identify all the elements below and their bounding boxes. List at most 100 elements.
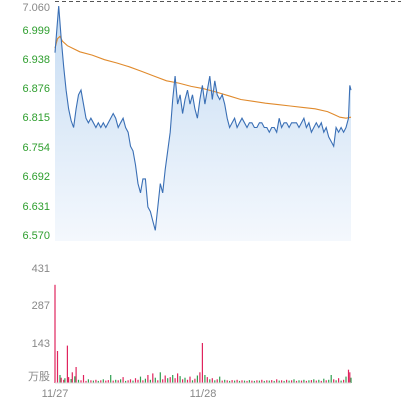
- volume-bar: [201, 343, 203, 383]
- volume-bar: [310, 380, 312, 383]
- volume-bar: [90, 380, 92, 383]
- volume-bar: [266, 380, 268, 383]
- volume-bar: [300, 380, 303, 383]
- volume-bar: [122, 377, 124, 383]
- price-tick-0: 7.060: [22, 2, 50, 14]
- volume-bar: [100, 380, 102, 383]
- volume-bar: [216, 379, 218, 383]
- volume-bar: [82, 375, 85, 383]
- volume-bar: [139, 376, 142, 383]
- volume-bar: [349, 372, 351, 383]
- volume-bar: [80, 380, 82, 383]
- volume-bar: [184, 377, 186, 383]
- volume-bar: [246, 380, 248, 383]
- volume-bar: [308, 380, 310, 383]
- volume-bar: [125, 380, 127, 383]
- volume-bar: [224, 379, 226, 383]
- volume-bar: [137, 379, 139, 383]
- volume-bar: [345, 376, 347, 383]
- volume-bar: [231, 380, 233, 383]
- volume-bar: [129, 379, 132, 383]
- volume-bar: [196, 375, 198, 383]
- volume-bar: [191, 380, 194, 383]
- volume-bar: [226, 380, 228, 383]
- volume-bar: [330, 375, 332, 383]
- volume-bar: [340, 380, 342, 383]
- volume-bar: [102, 379, 104, 383]
- volume-bar: [186, 379, 189, 383]
- volume-bar: [276, 379, 278, 383]
- volume-bar: [313, 379, 315, 383]
- volume-bar: [162, 379, 164, 383]
- volume-bar: [293, 379, 295, 383]
- x-axis: 11/27 11/28: [42, 388, 217, 400]
- volume-bar: [219, 376, 221, 383]
- volume-panel: 431 287 143 万股: [28, 263, 352, 384]
- volume-bar: [177, 373, 179, 383]
- volume-bar: [234, 380, 236, 383]
- volume-bar: [204, 375, 206, 383]
- volume-bar: [236, 379, 238, 383]
- volume-bar: [110, 375, 112, 383]
- volume-bar: [286, 379, 288, 383]
- volume-bar: [291, 380, 293, 383]
- volume-bar: [268, 380, 270, 383]
- price-tick-5: 6.754: [22, 142, 50, 154]
- volume-bar: [112, 380, 114, 383]
- price-tick-1: 6.999: [22, 25, 50, 37]
- volume-bars: [54, 284, 352, 383]
- price-tick-2: 6.938: [22, 54, 50, 66]
- volume-bar: [298, 380, 300, 383]
- volume-bar: [221, 380, 223, 383]
- volume-bar: [149, 379, 151, 383]
- volume-bar: [59, 375, 61, 383]
- volume-bar: [75, 367, 77, 383]
- price-tick-7: 6.631: [22, 201, 50, 213]
- price-tick-8: 6.570: [22, 230, 50, 242]
- volume-bar: [323, 378, 325, 383]
- volume-bar: [189, 376, 191, 383]
- volume-bar: [157, 380, 159, 383]
- volume-bar: [320, 380, 322, 383]
- volume-bar: [182, 379, 184, 383]
- x-tick-1: 11/28: [190, 388, 217, 400]
- volume-bar: [248, 380, 250, 383]
- volume-bar: [271, 380, 273, 383]
- volume-bar: [328, 379, 330, 383]
- volume-bar: [159, 372, 161, 383]
- volume-bar: [164, 375, 166, 383]
- volume-y-axis: 431 287 143 万股: [28, 263, 50, 383]
- volume-bar: [338, 378, 340, 383]
- volume-bar: [142, 380, 144, 383]
- volume-bar: [283, 380, 285, 383]
- volume-bar: [77, 379, 80, 383]
- volume-bar: [251, 380, 253, 383]
- volume-bar: [152, 373, 154, 383]
- price-panel: 7.060 6.999 6.938 6.876 6.815 6.754 6.69…: [22, 1, 401, 242]
- volume-bar: [70, 379, 72, 383]
- volume-bar: [179, 376, 181, 383]
- volume-bar: [315, 380, 317, 383]
- volume-bar: [74, 376, 76, 383]
- volume-unit-label: 万股: [28, 370, 50, 383]
- volume-bar: [350, 377, 352, 383]
- average-price-line: [54, 35, 352, 119]
- volume-bar: [206, 377, 208, 383]
- volume-bar: [288, 380, 290, 383]
- volume-bar: [85, 380, 87, 383]
- volume-bar: [117, 380, 119, 383]
- volume-bar: [318, 379, 320, 383]
- volume-bar: [167, 378, 169, 383]
- volume-tick-2: 143: [32, 338, 50, 350]
- volume-bar: [273, 380, 275, 383]
- price-tick-3: 6.876: [22, 83, 50, 95]
- volume-bar: [127, 380, 129, 383]
- volume-bar: [256, 380, 258, 383]
- volume-bar: [347, 369, 350, 383]
- volume-bar: [147, 375, 149, 383]
- volume-bar: [263, 380, 265, 383]
- volume-bar: [105, 380, 107, 383]
- volume-tick-1: 287: [32, 300, 50, 312]
- volume-bar: [56, 351, 59, 383]
